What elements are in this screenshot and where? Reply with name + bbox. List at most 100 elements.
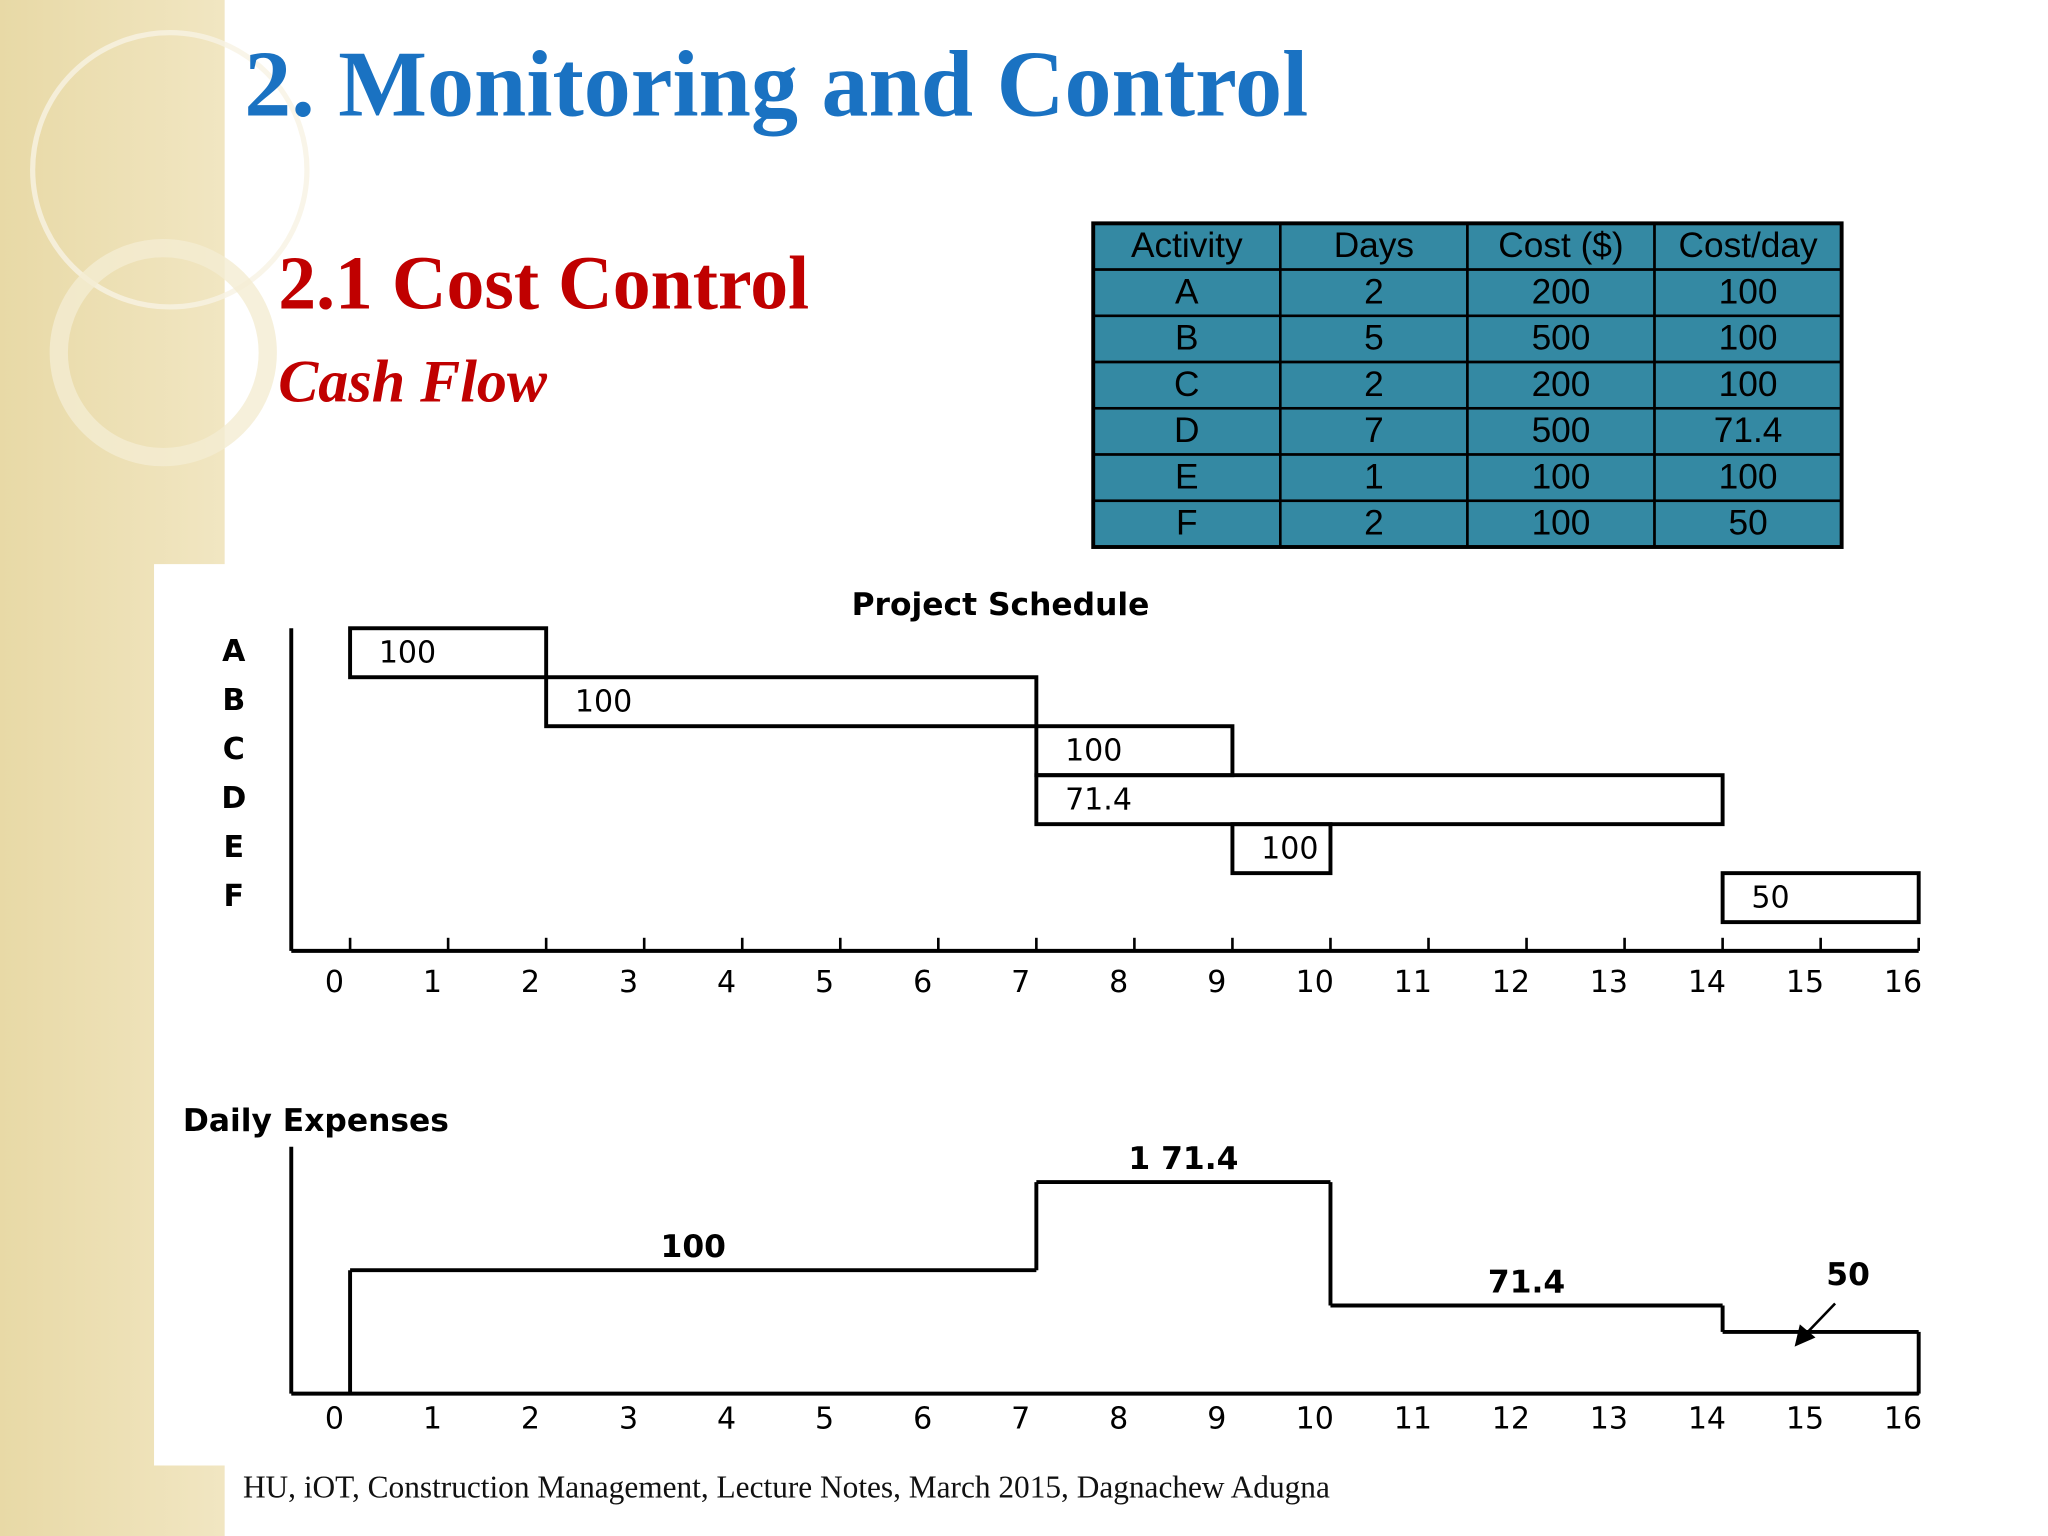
bar-label: 100 (1261, 831, 1318, 866)
table-header: Cost ($) (1498, 226, 1623, 265)
table-border (1091, 221, 1844, 549)
table-text: 100 (1532, 457, 1591, 496)
footer: HU, iOT, Construction Management, Lectur… (243, 1469, 1330, 1504)
table-cell (1466, 406, 1656, 456)
table-text: C (1174, 365, 1199, 404)
table-cell (1279, 360, 1469, 410)
x-tick-label: 14 (1688, 965, 1726, 1000)
table-text: 100 (1719, 457, 1778, 496)
decor-circle (49, 239, 277, 467)
table-cell (1466, 360, 1656, 410)
x-tick-label: 12 (1492, 965, 1530, 1000)
x-tick-label: 16 (1884, 965, 1922, 1000)
table-text: 1 (1364, 457, 1384, 496)
table-text: 500 (1532, 411, 1591, 450)
category-label: B (222, 683, 245, 718)
x-tick-label: 3 (619, 1401, 638, 1436)
x-tick-label: 15 (1786, 1401, 1824, 1436)
category-label: C (223, 732, 245, 767)
table-text: 200 (1532, 365, 1591, 404)
x-tick-label: 11 (1394, 965, 1432, 1000)
slide-title: 2. Monitoring and Control (244, 33, 1308, 137)
decor-circle (30, 30, 310, 310)
table-cell (1653, 314, 1843, 364)
table-text: 500 (1532, 319, 1591, 358)
category-label: F (224, 879, 245, 914)
x-tick-label: 16 (1884, 1401, 1922, 1436)
x-tick-label: 8 (1109, 1401, 1128, 1436)
x-tick-label: 9 (1207, 965, 1226, 1000)
x-tick-label: 4 (717, 965, 736, 1000)
task-bar (1230, 822, 1333, 876)
x-tick-label: 10 (1296, 1401, 1334, 1436)
chart-panel (154, 564, 1983, 1466)
table-text: 100 (1532, 504, 1591, 543)
table-cell (1466, 499, 1656, 549)
task-bar (1720, 871, 1921, 925)
chart-title: Project Schedule (852, 587, 1150, 623)
x-tick-label: 0 (325, 1401, 344, 1436)
x-tick-label: 1 (423, 965, 442, 1000)
category-label: E (224, 830, 245, 865)
bar-label: 100 (1065, 734, 1122, 769)
table-text: 2 (1364, 365, 1384, 404)
table-text: 100 (1719, 365, 1778, 404)
bar-label: 71.4 (1065, 782, 1132, 817)
x-tick-label: 6 (913, 1401, 932, 1436)
x-tick-label: 13 (1590, 1401, 1628, 1436)
table-cell (1653, 222, 1843, 271)
table-text: B (1175, 319, 1199, 358)
x-tick-label: 7 (1011, 1401, 1030, 1436)
table-header: Activity (1131, 226, 1243, 265)
table-text: 100 (1719, 272, 1778, 311)
table-cell (1279, 268, 1469, 318)
table-text: 7 (1364, 411, 1384, 450)
x-tick-label: 3 (619, 965, 638, 1000)
x-tick-label: 4 (717, 1401, 736, 1436)
x-tick-label: 14 (1688, 1401, 1726, 1436)
x-tick-label: 6 (913, 965, 932, 1000)
x-tick-label: 5 (815, 1401, 834, 1436)
x-tick-label: 2 (521, 1401, 540, 1436)
arrow-head (1794, 1324, 1816, 1347)
table-text: 5 (1364, 319, 1384, 358)
table-text: 100 (1719, 319, 1778, 358)
table-cell (1653, 268, 1843, 318)
x-tick-label: 2 (521, 965, 540, 1000)
cost-table: Activity Days Cost ($) Cost/day A 2 200 100 B 5 50… (1091, 221, 1844, 549)
bar-label: 50 (1751, 880, 1789, 915)
section-title: 2.1 Cost Control (278, 242, 809, 326)
table-text: 2 (1364, 504, 1384, 543)
table-cell (1091, 453, 1282, 503)
value-label: 50 (1826, 1257, 1870, 1293)
task-bar (544, 675, 1039, 729)
value-label: 71.4 (1488, 1264, 1565, 1300)
table-cell (1091, 406, 1282, 456)
table-text: 2 (1364, 272, 1384, 311)
value-label: 1 71.4 (1128, 1141, 1238, 1177)
x-tick-label: 0 (325, 965, 344, 1000)
subsection-title: Cash Flow (278, 348, 548, 415)
table-text: D (1174, 411, 1199, 450)
value-label: 100 (661, 1229, 726, 1265)
x-tick-label: 12 (1492, 1401, 1530, 1436)
x-tick-label: 9 (1207, 1401, 1226, 1436)
x-tick-label: 11 (1394, 1401, 1432, 1436)
table-text: F (1176, 504, 1198, 543)
bar-label: 100 (379, 636, 436, 671)
chart-title: Daily Expenses (183, 1103, 449, 1139)
table-header: Days (1334, 226, 1414, 265)
table-header: Cost/day (1679, 226, 1818, 265)
table-cell (1653, 406, 1843, 456)
table-cell (1279, 406, 1469, 456)
table-text: 200 (1532, 272, 1591, 311)
task-bar (348, 626, 549, 680)
x-tick-label: 10 (1296, 965, 1334, 1000)
table-text: E (1175, 457, 1199, 496)
x-tick-label: 13 (1590, 965, 1628, 1000)
table-cell (1279, 314, 1469, 364)
x-tick-label: 1 (423, 1401, 442, 1436)
